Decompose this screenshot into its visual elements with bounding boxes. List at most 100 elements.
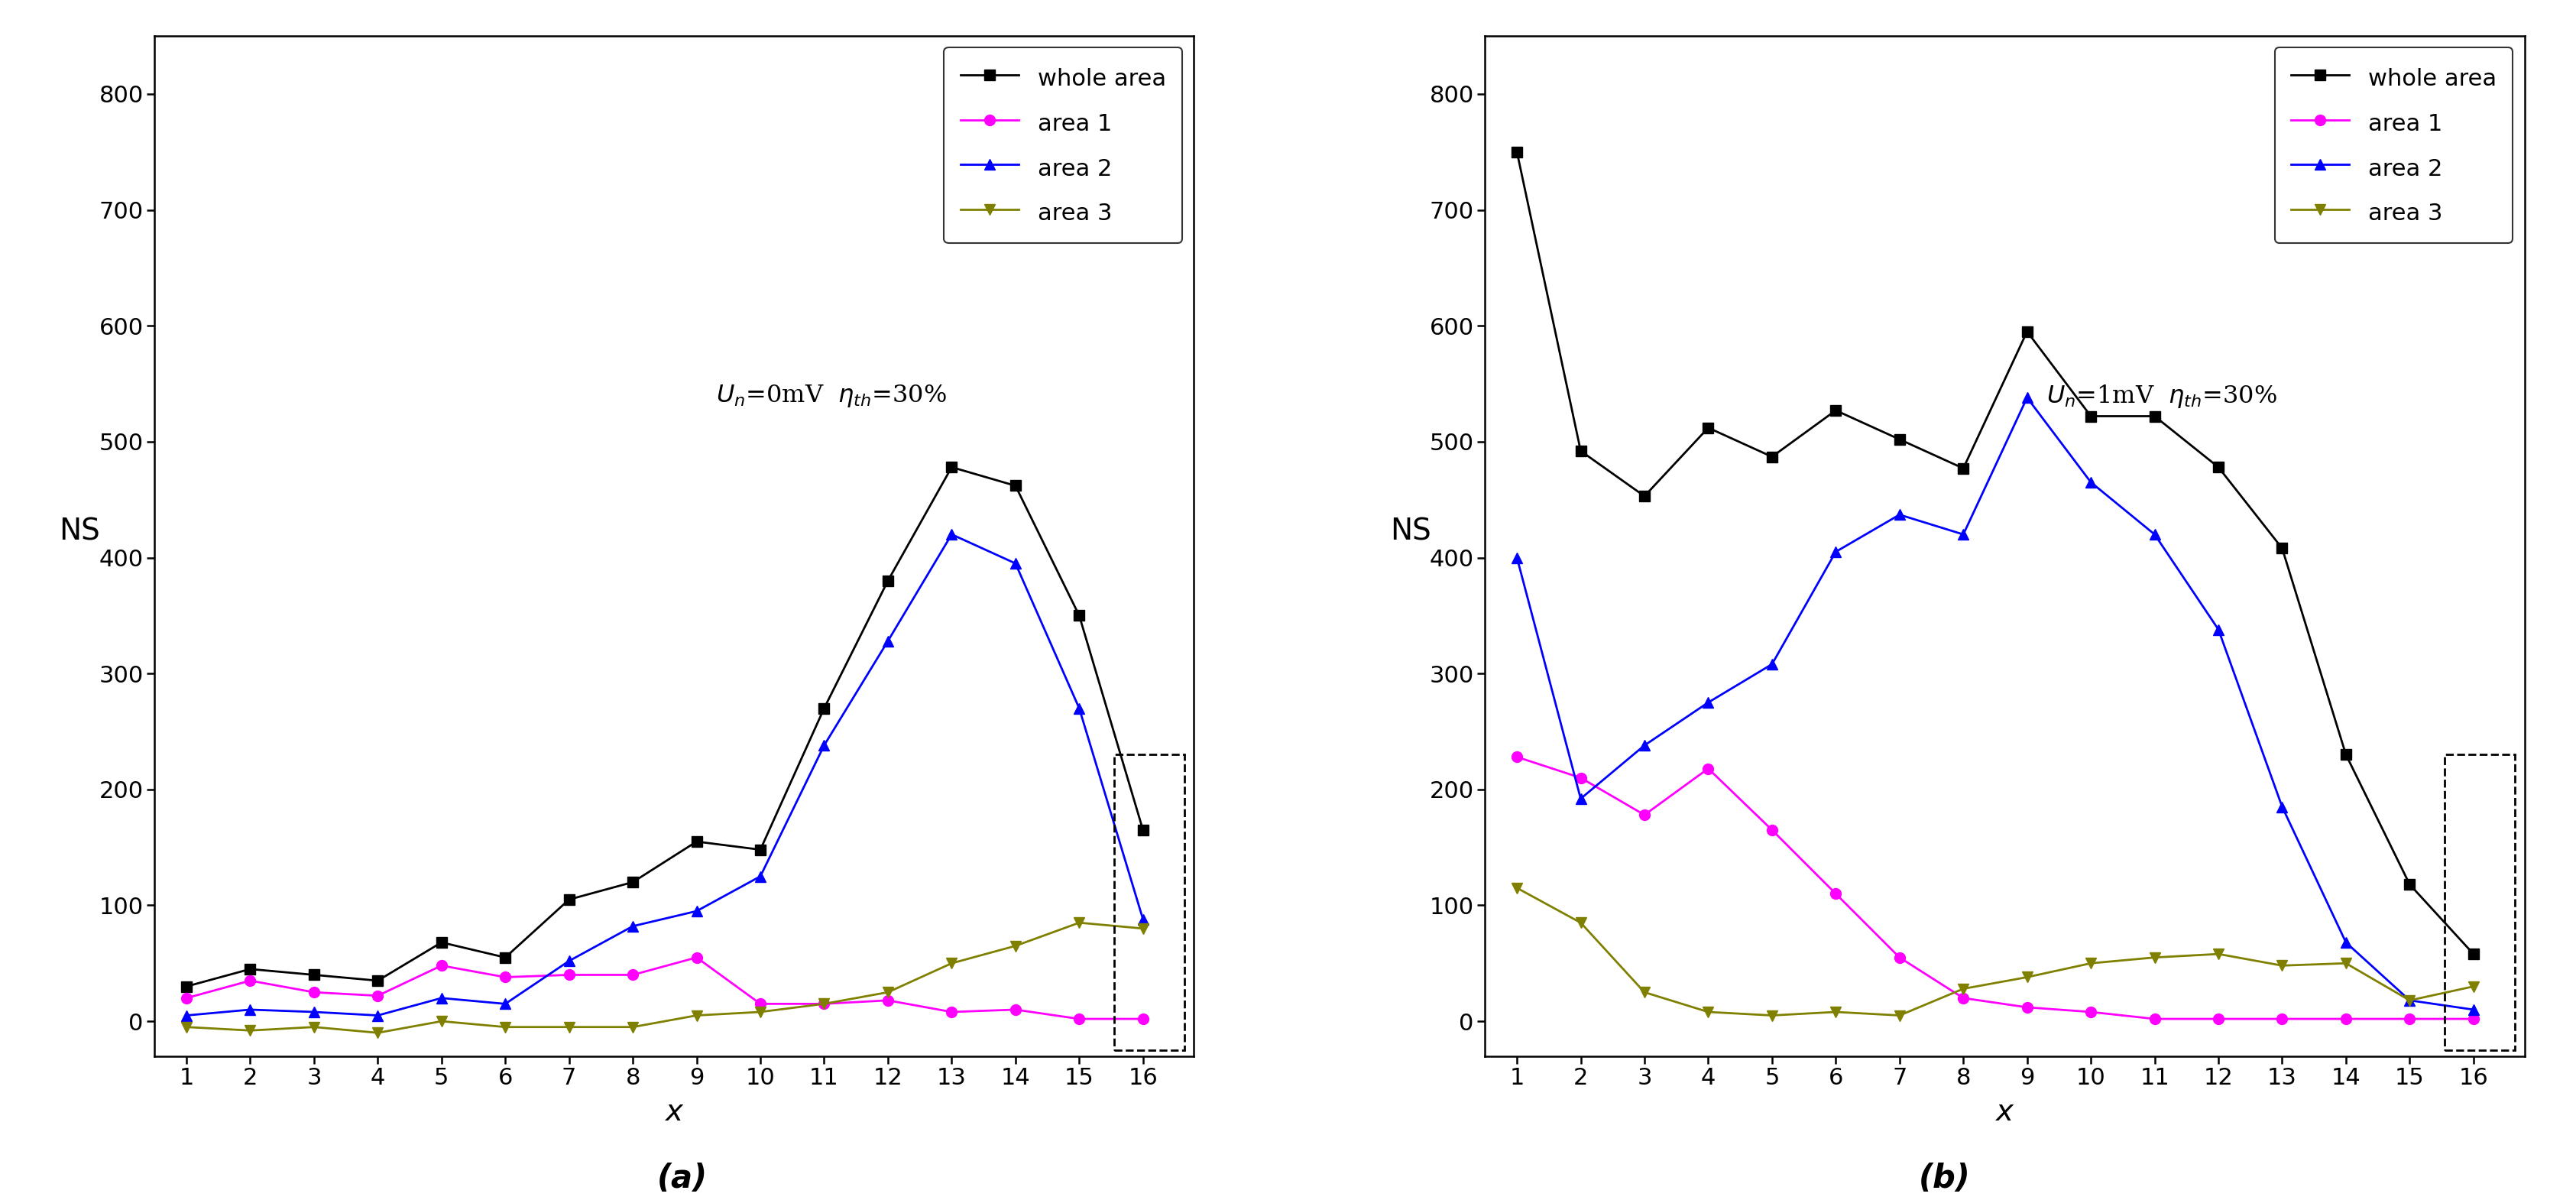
area 3 <box>809 997 840 1012</box>
whole area <box>1883 432 1914 446</box>
whole area <box>2138 409 2169 424</box>
area 2 <box>2267 799 2298 814</box>
area 1 <box>2267 1012 2298 1026</box>
area 3 <box>873 985 904 1000</box>
area 3 <box>2012 970 2043 984</box>
whole area <box>425 935 456 949</box>
area 3 <box>1947 982 1978 996</box>
whole area <box>1502 145 1533 160</box>
whole area <box>2458 947 2488 961</box>
area 2 <box>2012 390 2043 404</box>
whole area <box>1128 823 1159 838</box>
Text: (b): (b) <box>1919 1163 1971 1195</box>
whole area <box>809 701 840 715</box>
area 1 <box>489 970 520 984</box>
area 2 <box>2202 623 2233 637</box>
area 1 <box>935 1004 966 1019</box>
area 2 <box>618 919 649 934</box>
area 3 <box>2331 956 2362 971</box>
whole area <box>744 842 775 857</box>
area 2 <box>489 997 520 1012</box>
whole area <box>1692 420 1723 434</box>
whole area <box>1821 403 1852 418</box>
area 3 <box>1128 922 1159 936</box>
area 1 <box>1821 887 1852 901</box>
area 2 <box>363 1008 394 1022</box>
area 3 <box>489 1020 520 1034</box>
Y-axis label: NS: NS <box>1388 517 1430 546</box>
area 3 <box>1757 1008 1788 1022</box>
whole area <box>299 967 330 982</box>
whole area <box>2076 409 2107 424</box>
X-axis label: x: x <box>1996 1098 2014 1127</box>
area 1 <box>2076 1004 2107 1019</box>
area 2 <box>425 991 456 1006</box>
area 3 <box>1628 985 1659 1000</box>
area 1 <box>2138 1012 2169 1026</box>
area 1 <box>234 973 265 988</box>
area 3 <box>234 1024 265 1038</box>
area 1 <box>363 989 394 1003</box>
area 2 <box>299 1004 330 1019</box>
whole area <box>1064 608 1095 623</box>
area 2 <box>2458 1002 2488 1016</box>
whole area <box>873 574 904 588</box>
area 1 <box>999 1002 1030 1016</box>
area 1 <box>1757 823 1788 838</box>
area 1 <box>809 997 840 1012</box>
whole area <box>170 979 201 994</box>
whole area <box>2393 877 2424 892</box>
area 3 <box>935 956 966 971</box>
area 1 <box>2202 1012 2233 1026</box>
area 1 <box>744 997 775 1012</box>
whole area <box>1628 488 1659 503</box>
area 2 <box>2393 994 2424 1008</box>
Y-axis label: NS: NS <box>59 517 100 546</box>
area 2 <box>1566 792 1597 806</box>
area 1 <box>1883 950 1914 965</box>
Text: $U_n$=1mV  $\eta_{th}$=30%: $U_n$=1mV $\eta_{th}$=30% <box>2045 383 2277 409</box>
area 1 <box>680 950 711 965</box>
area 1 <box>1502 750 1533 764</box>
Line: area 2: area 2 <box>180 529 1149 1021</box>
area 2 <box>2138 527 2169 541</box>
area 1 <box>1692 761 1723 775</box>
Line: area 1: area 1 <box>180 952 1149 1025</box>
area 1 <box>1128 1012 1159 1026</box>
area 1 <box>425 959 456 973</box>
area 3 <box>680 1008 711 1022</box>
area 2 <box>1883 508 1914 522</box>
Line: area 3: area 3 <box>1512 883 2478 1021</box>
X-axis label: x: x <box>665 1098 683 1127</box>
area 2 <box>873 634 904 648</box>
area 2 <box>2331 935 2362 949</box>
whole area <box>999 479 1030 493</box>
area 2 <box>1821 545 1852 559</box>
area 2 <box>170 1008 201 1022</box>
whole area <box>2012 324 2043 338</box>
whole area <box>554 893 585 907</box>
area 1 <box>1566 770 1597 785</box>
area 3 <box>1566 916 1597 930</box>
area 1 <box>2012 1000 2043 1014</box>
area 3 <box>2393 994 2424 1008</box>
whole area <box>489 950 520 965</box>
area 3 <box>1692 1004 1723 1019</box>
area 2 <box>2076 475 2107 490</box>
area 2 <box>1502 551 1533 565</box>
Line: area 1: area 1 <box>1512 751 2478 1025</box>
Bar <box>2445 755 2514 1050</box>
whole area <box>2202 460 2233 474</box>
Legend: whole area, area 1, area 2, area 3: whole area, area 1, area 2, area 3 <box>2275 48 2512 244</box>
area 2 <box>1128 912 1159 926</box>
area 1 <box>554 967 585 982</box>
area 3 <box>999 938 1030 953</box>
area 2 <box>680 904 711 918</box>
whole area <box>234 962 265 977</box>
Text: $U_n$=0mV  $\eta_{th}$=30%: $U_n$=0mV $\eta_{th}$=30% <box>716 383 945 409</box>
Text: (a): (a) <box>657 1163 708 1195</box>
whole area <box>2267 541 2298 556</box>
whole area <box>1947 461 1978 475</box>
area 3 <box>744 1004 775 1019</box>
area 2 <box>744 869 775 883</box>
